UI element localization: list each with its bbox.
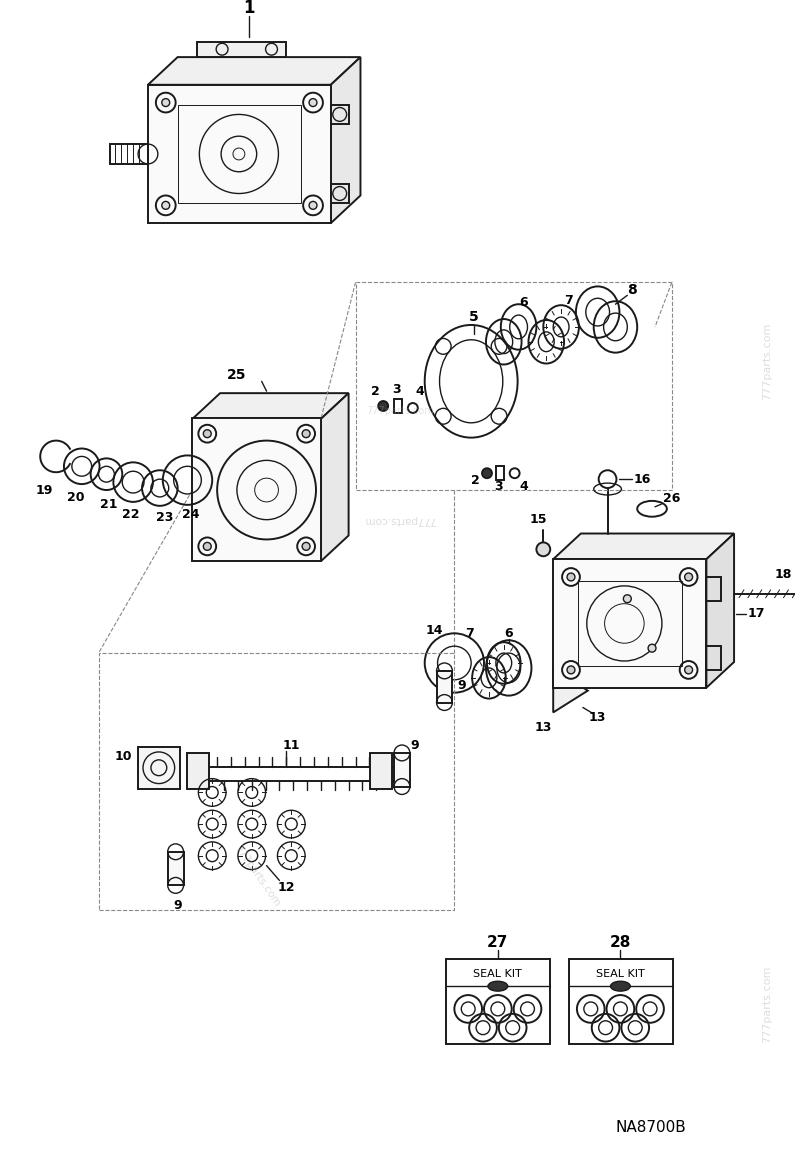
Text: 5: 5	[470, 311, 479, 323]
Text: 13: 13	[534, 721, 552, 734]
Polygon shape	[331, 57, 361, 223]
Text: 6: 6	[505, 627, 513, 640]
Circle shape	[203, 430, 211, 437]
Bar	[355, 282, 672, 490]
Bar	[706, 646, 722, 670]
Text: 3: 3	[494, 479, 503, 492]
Polygon shape	[553, 668, 588, 713]
Text: 24: 24	[182, 509, 199, 522]
Text: 20: 20	[67, 491, 85, 504]
Bar	[187, 752, 210, 789]
Polygon shape	[193, 393, 349, 418]
Text: 21: 21	[100, 498, 117, 511]
Bar	[193, 418, 321, 561]
Text: SEAL KIT: SEAL KIT	[596, 969, 645, 980]
Text: 10: 10	[114, 750, 132, 763]
Text: 777parts.com: 777parts.com	[232, 843, 282, 908]
Polygon shape	[553, 533, 734, 559]
Text: 12: 12	[278, 881, 295, 894]
Circle shape	[162, 98, 170, 107]
Bar	[394, 752, 410, 786]
Text: 17: 17	[747, 607, 765, 620]
Circle shape	[309, 98, 317, 107]
Text: NA8700B: NA8700B	[616, 1120, 686, 1134]
Text: 15: 15	[530, 513, 547, 526]
Text: 9: 9	[174, 899, 182, 912]
Circle shape	[567, 573, 575, 581]
Text: 1: 1	[243, 0, 254, 16]
Text: SEAL KIT: SEAL KIT	[474, 969, 522, 980]
Ellipse shape	[488, 981, 508, 992]
Polygon shape	[321, 393, 349, 561]
Text: 22: 22	[122, 509, 140, 522]
Circle shape	[685, 666, 693, 674]
Text: 3: 3	[392, 383, 400, 396]
Text: 27: 27	[487, 935, 509, 950]
Text: 777parts.com: 777parts.com	[364, 515, 436, 525]
Text: 4: 4	[415, 384, 424, 397]
Text: 2: 2	[371, 384, 380, 397]
Polygon shape	[148, 57, 361, 84]
Circle shape	[648, 645, 656, 652]
Text: 14: 14	[426, 624, 443, 636]
Text: 777parts.com: 777parts.com	[762, 322, 772, 400]
Bar	[553, 559, 706, 688]
Text: 9: 9	[410, 738, 419, 751]
Bar	[578, 581, 682, 666]
Text: 23: 23	[156, 511, 174, 524]
Circle shape	[302, 430, 310, 437]
Bar	[446, 960, 550, 1043]
Circle shape	[623, 594, 631, 602]
Text: 28: 28	[610, 935, 631, 950]
Text: 6: 6	[519, 295, 528, 308]
Circle shape	[685, 573, 693, 581]
Text: 8: 8	[627, 284, 637, 298]
Text: 7: 7	[465, 627, 474, 640]
Text: 13: 13	[589, 711, 606, 724]
Bar	[148, 84, 331, 223]
Circle shape	[302, 543, 310, 551]
Circle shape	[162, 202, 170, 210]
Text: 16: 16	[634, 472, 651, 485]
Bar	[437, 670, 452, 702]
Text: 18: 18	[775, 567, 792, 580]
Text: 777parts.com: 777parts.com	[366, 406, 434, 416]
Text: 25: 25	[227, 368, 246, 382]
Bar	[168, 852, 183, 885]
Text: 7: 7	[564, 294, 572, 307]
Bar	[198, 42, 286, 57]
Bar	[98, 653, 454, 911]
Circle shape	[482, 469, 492, 478]
Text: 2: 2	[470, 473, 479, 486]
Circle shape	[378, 401, 388, 411]
Bar	[496, 466, 504, 481]
Polygon shape	[706, 533, 734, 688]
Bar	[138, 747, 179, 789]
Circle shape	[203, 543, 211, 551]
Bar	[178, 104, 301, 204]
Bar	[110, 144, 148, 164]
Text: 19: 19	[35, 484, 53, 497]
Circle shape	[567, 666, 575, 674]
Bar	[706, 577, 722, 601]
Bar	[394, 400, 402, 413]
Bar	[370, 752, 392, 789]
Bar	[569, 960, 673, 1043]
Text: 26: 26	[663, 492, 681, 505]
Text: 11: 11	[282, 738, 300, 751]
Text: 9: 9	[457, 680, 466, 693]
Circle shape	[536, 543, 550, 557]
Circle shape	[309, 202, 317, 210]
Text: 777parts.com: 777parts.com	[762, 966, 772, 1043]
Bar	[331, 104, 349, 124]
Ellipse shape	[610, 981, 630, 992]
Bar	[331, 184, 349, 204]
Text: 4: 4	[519, 479, 528, 492]
